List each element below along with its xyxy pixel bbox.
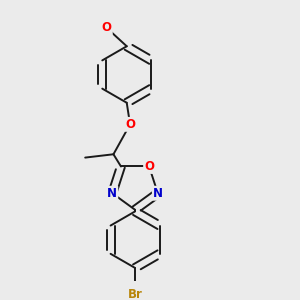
Text: N: N xyxy=(107,187,117,200)
Text: O: O xyxy=(102,22,112,34)
Text: N: N xyxy=(153,187,163,200)
Text: O: O xyxy=(125,118,135,131)
Text: Br: Br xyxy=(128,288,142,300)
Text: O: O xyxy=(144,160,154,173)
